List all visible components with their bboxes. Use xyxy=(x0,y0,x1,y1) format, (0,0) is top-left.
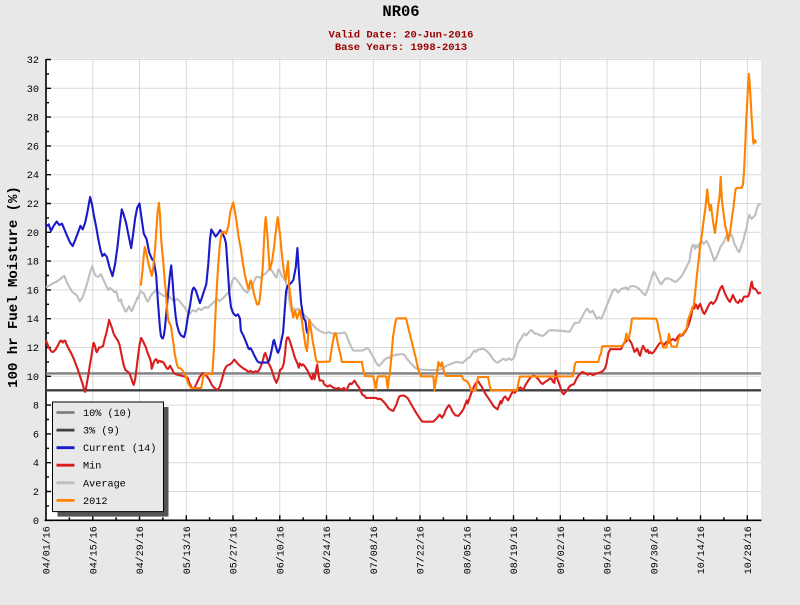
svg-text:28: 28 xyxy=(27,114,39,125)
svg-text:0: 0 xyxy=(33,517,39,528)
svg-text:04/29/16: 04/29/16 xyxy=(135,526,147,574)
svg-text:2: 2 xyxy=(33,488,39,499)
svg-text:12: 12 xyxy=(27,344,39,355)
svg-text:Base Years: 1998-2013: Base Years: 1998-2013 xyxy=(335,42,467,54)
svg-text:Valid Date: 20-Jun-2016: Valid Date: 20-Jun-2016 xyxy=(329,30,474,42)
svg-text:24: 24 xyxy=(27,171,39,182)
svg-text:Current (14): Current (14) xyxy=(83,443,156,455)
svg-text:05/13/16: 05/13/16 xyxy=(182,526,194,574)
svg-text:Average: Average xyxy=(83,479,126,490)
svg-text:09/30/16: 09/30/16 xyxy=(649,526,661,574)
svg-text:10/28/16: 10/28/16 xyxy=(743,526,755,574)
svg-text:10% (10): 10% (10) xyxy=(83,408,132,420)
svg-text:Min: Min xyxy=(83,461,101,473)
svg-text:30: 30 xyxy=(27,85,39,96)
svg-text:100 hr Fuel Moisture (%): 100 hr Fuel Moisture (%) xyxy=(6,186,22,388)
svg-text:05/27/16: 05/27/16 xyxy=(229,526,241,574)
svg-text:07/08/16: 07/08/16 xyxy=(369,526,381,574)
svg-text:2012: 2012 xyxy=(83,497,107,508)
svg-text:20: 20 xyxy=(27,229,39,240)
svg-text:26: 26 xyxy=(27,142,39,153)
svg-text:32: 32 xyxy=(27,56,39,67)
svg-text:08/19/16: 08/19/16 xyxy=(509,526,521,574)
svg-text:09/02/16: 09/02/16 xyxy=(556,526,568,574)
svg-text:22: 22 xyxy=(27,200,39,211)
svg-text:10/14/16: 10/14/16 xyxy=(696,526,708,574)
svg-text:08/05/16: 08/05/16 xyxy=(462,526,474,574)
svg-text:18: 18 xyxy=(27,258,39,269)
svg-text:8: 8 xyxy=(33,402,39,413)
svg-text:06/10/16: 06/10/16 xyxy=(275,526,287,574)
svg-text:NR06: NR06 xyxy=(382,3,419,21)
svg-text:3% (9): 3% (9) xyxy=(83,426,120,438)
svg-text:07/22/16: 07/22/16 xyxy=(416,526,428,574)
svg-text:10: 10 xyxy=(27,373,39,384)
svg-text:16: 16 xyxy=(27,286,39,297)
svg-text:14: 14 xyxy=(27,315,39,326)
svg-text:06/24/16: 06/24/16 xyxy=(322,526,334,574)
svg-text:04/15/16: 04/15/16 xyxy=(88,526,100,574)
svg-text:09/16/16: 09/16/16 xyxy=(603,526,615,574)
svg-text:6: 6 xyxy=(33,430,39,441)
svg-text:04/01/16: 04/01/16 xyxy=(42,526,54,574)
svg-text:4: 4 xyxy=(33,459,39,470)
